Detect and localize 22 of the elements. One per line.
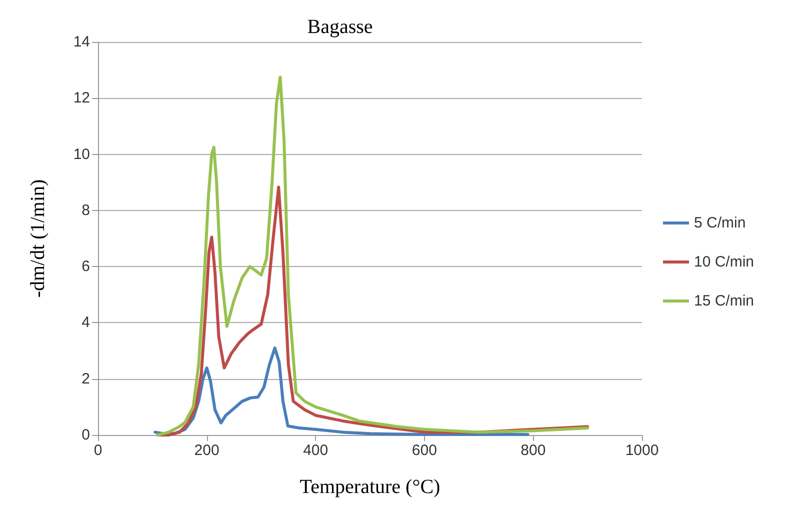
y-tick-label: 8 [82, 202, 90, 219]
y-tick-label: 6 [82, 258, 90, 276]
legend-label: 5 C/min [694, 214, 746, 232]
x-tick-label: 1000 [625, 442, 659, 459]
x-axis-title: Temperature (°C) [300, 476, 440, 498]
legend-label: 10 C/min [694, 254, 754, 270]
x-tick-label: 400 [303, 442, 328, 459]
x-tick-label: 0 [94, 442, 102, 459]
chart-title: Bagasse [307, 16, 373, 38]
y-tick-label: 0 [82, 426, 90, 444]
line-series [154, 346, 530, 436]
y-axis-title: -dm/dt (1/min) [27, 179, 49, 298]
x-tick-label: 200 [194, 442, 220, 459]
y-tick-label: 2 [82, 370, 90, 388]
y-tick-label: 4 [82, 314, 90, 332]
y-tick-label: 10 [73, 146, 90, 163]
x-tick-label: 800 [520, 442, 546, 459]
x-tick-label: 600 [412, 442, 437, 459]
y-tick-label: 14 [73, 34, 90, 50]
y-tick-label: 12 [73, 90, 90, 107]
line-series [156, 76, 590, 436]
legend-label: 15 C/min [694, 292, 754, 310]
